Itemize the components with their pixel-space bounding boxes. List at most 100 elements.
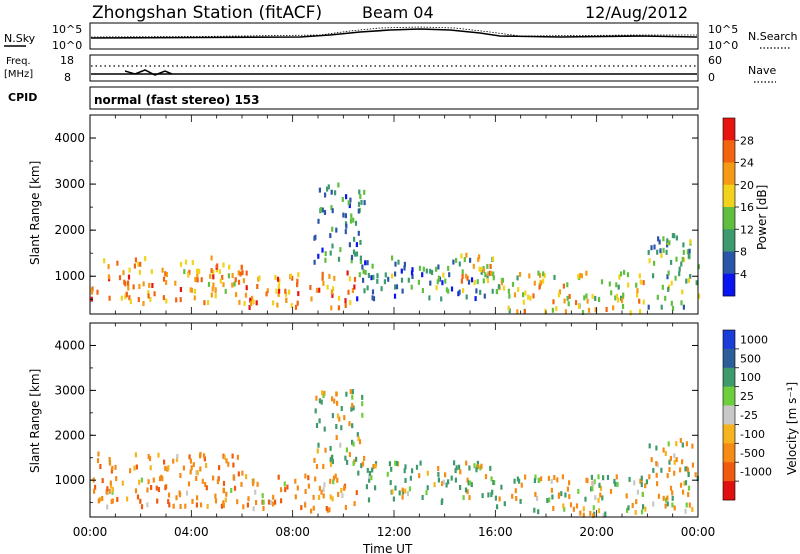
scatter-cell — [511, 493, 514, 499]
scatter-cell — [503, 501, 506, 507]
scatter-cell — [476, 279, 479, 285]
x-tick-label: 12:00 — [377, 525, 412, 539]
scatter-cell — [429, 268, 432, 274]
scatter-cell — [179, 287, 182, 292]
scatter-cell — [349, 218, 353, 224]
scatter-cell — [454, 468, 457, 474]
scatter-cell — [245, 270, 248, 276]
scatter-cell — [361, 264, 364, 270]
scatter-cell — [284, 291, 288, 297]
power-plot-bg — [90, 115, 698, 314]
scatter-cell — [205, 463, 208, 468]
scatter-cell — [357, 230, 360, 236]
scatter-cell — [284, 288, 287, 294]
scatter-cell — [553, 475, 556, 480]
scatter-cell — [315, 423, 319, 428]
scatter-cell — [666, 501, 669, 507]
scatter-cell — [107, 274, 110, 280]
scatter-cell — [364, 260, 367, 266]
velocity-scatter-cells — [92, 389, 699, 519]
scatter-cell — [489, 270, 493, 276]
scatter-cell — [537, 509, 540, 515]
scatter-cell — [590, 474, 593, 480]
x-tick-label: 16:00 — [478, 525, 513, 539]
scatter-cell — [513, 292, 517, 298]
scatter-cell — [519, 271, 522, 277]
scatter-cell — [685, 466, 689, 472]
y-tick-label: 4000 — [54, 131, 85, 145]
scatter-cell — [682, 304, 685, 310]
scatter-cell — [671, 490, 674, 496]
scatter-cell — [329, 461, 333, 467]
scatter-cell — [463, 257, 466, 263]
scatter-cell — [497, 284, 500, 290]
scatter-cell — [421, 288, 424, 293]
scatter-cell — [243, 301, 246, 306]
scatter-cell — [670, 300, 673, 306]
scatter-cell — [597, 497, 600, 503]
scatter-cell — [600, 279, 604, 285]
scatter-cell — [355, 242, 358, 248]
scatter-cell — [670, 280, 673, 286]
scatter-cell — [339, 247, 342, 253]
scatter-cell — [482, 267, 485, 273]
scatter-cell — [518, 478, 521, 484]
scatter-cell — [653, 260, 656, 266]
scatter-cell — [236, 454, 239, 460]
scatter-cell — [627, 505, 630, 511]
scatter-cell — [324, 257, 327, 263]
scatter-cell — [681, 459, 684, 465]
scatter-cell — [629, 310, 632, 316]
scatter-cell — [628, 476, 631, 482]
scatter-cell — [623, 269, 626, 275]
scatter-cell — [508, 308, 511, 314]
scatter-cell — [351, 423, 354, 429]
scatter-cell — [353, 284, 356, 290]
freq-tick-top: 18 — [60, 54, 74, 67]
scatter-cell — [599, 492, 602, 498]
scatter-cell — [207, 281, 211, 287]
scatter-cell — [106, 486, 109, 492]
scatter-cell — [314, 476, 317, 482]
scatter-cell — [175, 495, 178, 501]
scatter-cell — [348, 203, 351, 209]
scatter-cell — [114, 464, 117, 470]
scatter-cell — [231, 273, 234, 278]
scatter-cell — [221, 275, 224, 280]
scatter-cell — [244, 292, 248, 298]
scatter-cell — [457, 291, 460, 297]
scatter-cell — [352, 441, 355, 447]
nsky-tick-top-right: 10^5 — [708, 23, 738, 36]
scatter-cell — [149, 465, 152, 471]
scatter-cell — [642, 504, 645, 510]
scatter-cell — [462, 288, 465, 294]
scatter-cell — [317, 253, 320, 259]
scatter-cell — [142, 281, 145, 287]
scatter-cell — [634, 510, 637, 515]
scatter-cell — [307, 483, 310, 489]
scatter-cell — [455, 465, 458, 471]
scatter-cell — [460, 253, 463, 259]
scatter-cell — [459, 469, 462, 475]
scatter-cell — [140, 477, 143, 483]
scatter-cell — [370, 275, 373, 281]
scatter-cell — [357, 436, 360, 441]
scatter-cell — [283, 481, 286, 487]
scatter-cell — [316, 448, 319, 454]
scatter-cell — [579, 272, 582, 278]
colorbar-tick-label: 20 — [740, 179, 754, 192]
scatter-cell — [329, 478, 332, 484]
scatter-cell — [620, 298, 624, 304]
scatter-cell — [682, 489, 685, 495]
scatter-cell — [491, 489, 494, 495]
scatter-cell — [144, 256, 147, 262]
scatter-cell — [310, 508, 313, 514]
scatter-cell — [513, 478, 516, 484]
scatter-cell — [667, 286, 670, 292]
scatter-cell — [368, 477, 371, 483]
scatter-cell — [339, 442, 342, 448]
scatter-cell — [678, 266, 681, 272]
scatter-cell — [657, 493, 660, 499]
scatter-cell — [425, 490, 428, 496]
scatter-cell — [660, 253, 663, 258]
